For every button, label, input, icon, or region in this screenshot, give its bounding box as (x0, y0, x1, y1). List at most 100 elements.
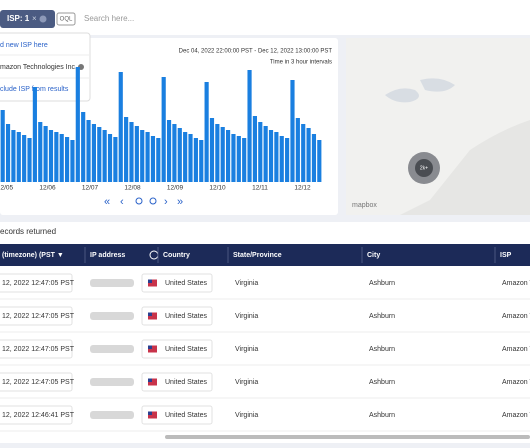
cell: 12, 2022 12:47:05 PST (2, 346, 75, 353)
chip-label: ISP: 1 (7, 14, 30, 23)
cell: Virginia (235, 280, 258, 287)
table-header (0, 244, 530, 266)
cell-box (0, 372, 73, 392)
bar (183, 132, 188, 182)
flag-canton (148, 345, 152, 349)
x-tick-label: 12/06 (39, 185, 56, 192)
x-tick-label: 12/11 (252, 185, 268, 192)
filter-chip[interactable] (0, 10, 55, 28)
zoom-out[interactable] (135, 197, 143, 205)
cluster[interactable] (415, 159, 433, 177)
bar (226, 130, 231, 182)
x-tick-label: 12/10 (209, 185, 226, 192)
x-tick-label: 12/05 (0, 185, 14, 192)
bar (97, 127, 102, 182)
cell-box (0, 273, 73, 293)
land (346, 38, 530, 215)
bar (91, 124, 96, 182)
flag (148, 411, 157, 419)
map-attribution: mapbox (352, 202, 377, 209)
cell: 12, 2022 12:46:41 PST (2, 412, 75, 419)
flag-canton (148, 411, 152, 415)
cell: Amazon T (502, 313, 530, 320)
bar (188, 134, 193, 182)
x-tick-label: 12/09 (167, 185, 184, 192)
bar (59, 134, 64, 182)
bar (113, 137, 118, 182)
column-header: IP address (90, 252, 125, 259)
flag (148, 279, 157, 287)
table-caption: ecords returned (0, 227, 56, 236)
flag (148, 312, 157, 320)
bar (204, 82, 209, 182)
dropdown-item[interactable]: mazon Technologies Inc. (0, 64, 77, 71)
bar (236, 136, 241, 182)
column-header: ISP (500, 252, 512, 259)
bar (16, 132, 21, 182)
cell: Virginia (235, 379, 258, 386)
cell: Ashburn (369, 280, 395, 287)
oql-box[interactable] (56, 12, 76, 26)
bar (306, 128, 311, 182)
chip-close[interactable]: × (32, 14, 37, 23)
bar (172, 124, 177, 182)
cell: United States (165, 379, 208, 386)
oql: OQL (60, 17, 73, 23)
cell: Amazon T (502, 346, 530, 353)
cell: Ashburn (369, 313, 395, 320)
bar (86, 120, 91, 182)
scrollbar[interactable] (165, 435, 530, 439)
bar (145, 132, 150, 182)
dropdown-item[interactable]: d new ISP here (0, 42, 48, 49)
ip-blur (90, 312, 134, 320)
cell: Amazon T (502, 412, 530, 419)
bar (258, 122, 263, 182)
cell: Ashburn (369, 412, 395, 419)
first[interactable]: « (104, 196, 110, 208)
bar (65, 137, 70, 182)
cell-box (141, 405, 213, 425)
bar (231, 134, 236, 182)
cell: Virginia (235, 346, 258, 353)
cell: Amazon T (502, 280, 530, 287)
cell: United States (165, 346, 208, 353)
chart-interval: Time in 3 hour intervals (270, 60, 332, 66)
cluster-label: 2k+ (420, 165, 428, 171)
bar (102, 130, 107, 182)
bar (32, 87, 37, 182)
bar (166, 120, 172, 182)
bar (43, 126, 48, 182)
bar (129, 122, 134, 182)
bar (215, 124, 220, 182)
bar (193, 138, 198, 182)
cell: United States (165, 280, 208, 287)
cell: Ashburn (369, 346, 395, 353)
bar (38, 122, 43, 182)
bar (295, 118, 300, 182)
bar (5, 124, 11, 182)
chart-controls: « ‹ › » (104, 196, 183, 208)
bar (317, 140, 322, 182)
chip-gear[interactable] (39, 15, 47, 23)
search-input[interactable]: Search here... (84, 14, 134, 23)
bar (48, 130, 54, 182)
flag (148, 378, 157, 386)
bar (311, 134, 317, 182)
zoom-in[interactable] (149, 197, 157, 205)
bar (242, 138, 247, 182)
column-header: City (367, 252, 380, 259)
cell: Virginia (235, 412, 258, 419)
bar (252, 116, 257, 182)
ip-blur (90, 345, 134, 353)
cell-box (0, 339, 73, 359)
bar (290, 80, 295, 182)
bar (134, 126, 139, 182)
prev[interactable]: ‹ (120, 196, 124, 208)
cell-box (0, 306, 73, 326)
x-tick-label: 12/07 (82, 185, 99, 192)
next[interactable]: › (164, 196, 168, 208)
flag (148, 345, 157, 353)
flag-canton (148, 279, 152, 283)
last[interactable]: » (177, 196, 183, 208)
